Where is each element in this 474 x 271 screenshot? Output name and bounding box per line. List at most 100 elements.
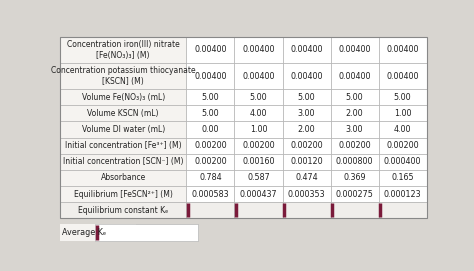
Text: Volume DI water (mL): Volume DI water (mL): [82, 125, 165, 134]
Bar: [235, 89, 283, 105]
Text: 1.00: 1.00: [250, 125, 267, 134]
Text: 5.00: 5.00: [201, 93, 219, 102]
Text: 0.00160: 0.00160: [242, 157, 275, 166]
Bar: [330, 63, 379, 89]
Bar: [60, 63, 186, 89]
Text: 0.00400: 0.00400: [338, 72, 371, 80]
Bar: [186, 37, 235, 63]
Text: 4.00: 4.00: [394, 125, 411, 134]
Bar: [235, 121, 283, 138]
Bar: [235, 154, 283, 170]
Bar: [379, 37, 427, 63]
Text: 2.00: 2.00: [298, 125, 315, 134]
Bar: [235, 138, 283, 154]
Bar: [95, 224, 198, 241]
Bar: [330, 170, 379, 186]
Text: 0.00400: 0.00400: [242, 45, 275, 54]
Bar: [283, 121, 330, 138]
Text: 3.00: 3.00: [298, 109, 315, 118]
Bar: [379, 89, 427, 105]
Bar: [283, 202, 330, 218]
Bar: [330, 186, 379, 202]
Text: 2.00: 2.00: [346, 109, 364, 118]
Bar: [283, 105, 330, 121]
Bar: [235, 63, 283, 89]
Bar: [235, 37, 283, 63]
Text: 0.000400: 0.000400: [384, 157, 421, 166]
Bar: [186, 170, 235, 186]
Text: Concentration iron(III) nitrate
[Fe(NO₃)₃] (M): Concentration iron(III) nitrate [Fe(NO₃)…: [67, 40, 180, 60]
Bar: [283, 170, 330, 186]
Text: Initial concentration [SCN⁻] (M): Initial concentration [SCN⁻] (M): [63, 157, 183, 166]
Text: Absorbance: Absorbance: [100, 173, 146, 182]
Text: 0.00200: 0.00200: [338, 141, 371, 150]
Bar: [60, 224, 136, 241]
Bar: [330, 37, 379, 63]
Text: 0.000123: 0.000123: [384, 189, 421, 199]
Text: 0.000437: 0.000437: [240, 189, 277, 199]
Text: 0.784: 0.784: [199, 173, 222, 182]
Text: 0.000583: 0.000583: [191, 189, 229, 199]
Text: 0.00200: 0.00200: [194, 157, 227, 166]
Text: 0.00400: 0.00400: [386, 45, 419, 54]
Bar: [379, 121, 427, 138]
Text: 4.00: 4.00: [250, 109, 267, 118]
Text: Initial concentration [Fe³⁺] (M): Initial concentration [Fe³⁺] (M): [65, 141, 182, 150]
Text: 0.00400: 0.00400: [338, 45, 371, 54]
Bar: [235, 186, 283, 202]
Bar: [186, 202, 235, 218]
Bar: [60, 121, 186, 138]
Bar: [186, 138, 235, 154]
Bar: [379, 154, 427, 170]
Bar: [186, 121, 235, 138]
Bar: [283, 154, 330, 170]
Bar: [379, 202, 427, 218]
Bar: [283, 37, 330, 63]
Text: 0.000275: 0.000275: [336, 189, 374, 199]
Bar: [186, 63, 235, 89]
Bar: [379, 105, 427, 121]
Bar: [60, 37, 427, 218]
Bar: [330, 154, 379, 170]
Text: 0.00200: 0.00200: [194, 141, 227, 150]
Text: Equilibrium constant Kₑ: Equilibrium constant Kₑ: [78, 206, 168, 215]
Bar: [235, 170, 283, 186]
Bar: [330, 121, 379, 138]
Bar: [330, 105, 379, 121]
Text: 0.00: 0.00: [202, 125, 219, 134]
Bar: [60, 186, 186, 202]
Text: 0.00200: 0.00200: [242, 141, 275, 150]
Text: 0.587: 0.587: [247, 173, 270, 182]
Bar: [60, 154, 186, 170]
Bar: [60, 202, 186, 218]
Text: 0.474: 0.474: [295, 173, 318, 182]
Bar: [186, 89, 235, 105]
Bar: [60, 37, 186, 63]
Text: 0.00400: 0.00400: [386, 72, 419, 80]
Text: 0.00200: 0.00200: [290, 141, 323, 150]
Bar: [283, 63, 330, 89]
Bar: [60, 105, 186, 121]
Bar: [60, 138, 186, 154]
Bar: [330, 138, 379, 154]
Text: 5.00: 5.00: [298, 93, 315, 102]
Text: 5.00: 5.00: [346, 93, 364, 102]
Bar: [283, 138, 330, 154]
Bar: [235, 105, 283, 121]
Bar: [235, 202, 283, 218]
Bar: [379, 170, 427, 186]
Text: 0.000353: 0.000353: [288, 189, 325, 199]
Bar: [379, 63, 427, 89]
Text: Equilibrium [FeSCN²⁺] (M): Equilibrium [FeSCN²⁺] (M): [74, 189, 173, 199]
Text: Concentration potassium thiocyanate
[KSCN] (M): Concentration potassium thiocyanate [KSC…: [51, 66, 196, 86]
Bar: [283, 89, 330, 105]
Bar: [379, 186, 427, 202]
Text: 0.00400: 0.00400: [290, 45, 323, 54]
Bar: [186, 154, 235, 170]
Bar: [283, 186, 330, 202]
Text: 0.000800: 0.000800: [336, 157, 374, 166]
Text: 0.00400: 0.00400: [242, 72, 275, 80]
Bar: [60, 89, 186, 105]
Text: 0.00400: 0.00400: [290, 72, 323, 80]
Text: 5.00: 5.00: [394, 93, 411, 102]
